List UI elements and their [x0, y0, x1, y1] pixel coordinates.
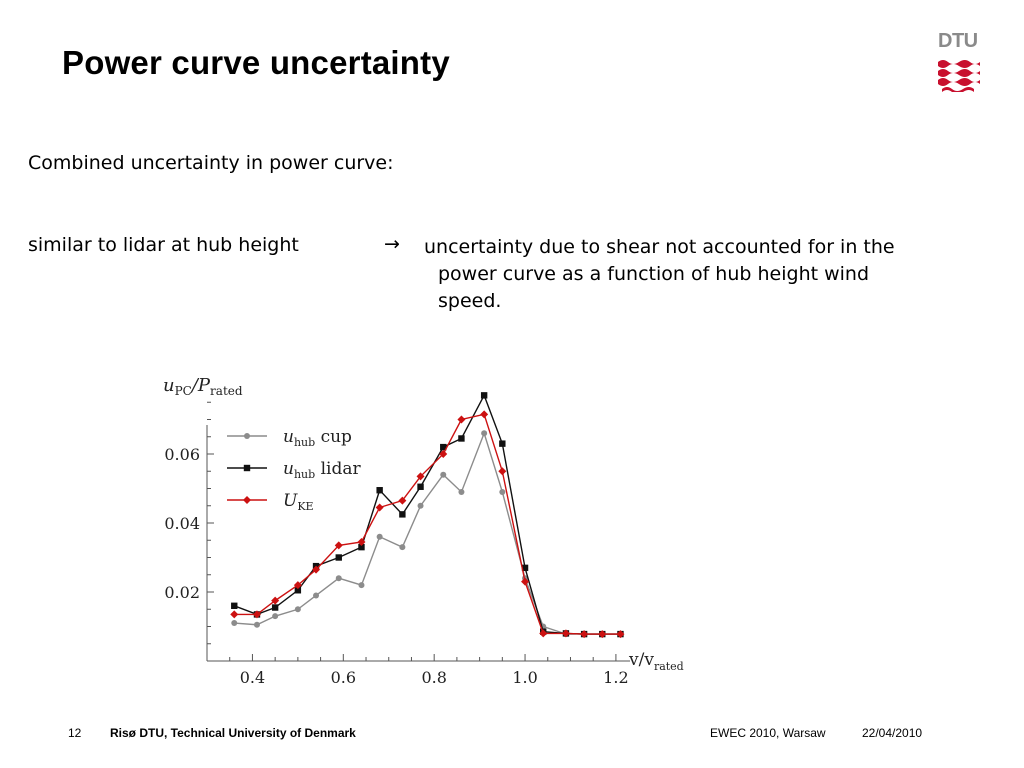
data-point [335, 554, 342, 561]
data-point [440, 471, 447, 478]
data-point [417, 483, 424, 490]
x-tick-label: 1.0 [512, 668, 537, 687]
data-point [399, 544, 406, 551]
data-point [231, 602, 238, 609]
data-point [272, 613, 279, 620]
data-point [616, 630, 625, 639]
x-tick-label: 1.2 [603, 668, 628, 687]
data-point [481, 430, 488, 437]
data-point [498, 467, 507, 476]
data-point [480, 410, 489, 419]
data-point [376, 533, 383, 540]
data-point [252, 610, 261, 619]
data-point [271, 596, 280, 605]
footer-event: EWEC 2010, Warsaw [710, 726, 826, 740]
dtu-logo-waves-icon [938, 60, 980, 92]
shear-uncertainty-text: uncertainty due to shear not accounted f… [424, 234, 1004, 315]
data-point [358, 582, 365, 589]
data-point [335, 575, 342, 582]
footer-page-number: 12 [68, 726, 82, 740]
data-point [521, 564, 529, 572]
x-tick-label: 0.8 [421, 668, 446, 687]
data-point [417, 502, 424, 509]
data-point [416, 472, 425, 481]
data-point [294, 587, 302, 594]
data-point [271, 604, 279, 611]
series-line [234, 413, 621, 635]
footer-organization: Risø DTU, Technical University of Denmar… [110, 726, 356, 740]
data-point [293, 581, 302, 590]
data-point [294, 606, 301, 613]
data-point [458, 488, 465, 495]
series-2 [230, 410, 625, 639]
shear-uncertainty-line-2: power curve as a function of hub height … [438, 263, 870, 285]
dtu-logo: DTU [934, 30, 984, 94]
x-axis-label: v/vrated [628, 650, 684, 673]
data-point [399, 511, 406, 518]
footer-date: 22/04/2010 [862, 726, 923, 740]
uncertainty-chart: 0.4 0.6 0.8 1.0 1.2 0.02 0.04 0.06 uhub cup uhub… [163, 375, 684, 687]
lidar-hub-height-text: similar to lidar at hub height [28, 234, 299, 256]
data-point [313, 592, 320, 599]
data-point [561, 629, 570, 638]
data-point [440, 443, 447, 451]
data-point [521, 577, 530, 586]
data-point [539, 629, 548, 638]
data-point [312, 565, 321, 574]
dtu-logo-text: DTU [938, 30, 978, 52]
y-tick-label: 0.02 [164, 583, 200, 602]
data-point [376, 487, 383, 494]
x-tick-label: 0.6 [331, 668, 356, 687]
data-point [398, 496, 407, 505]
data-point [457, 415, 466, 424]
data-point [358, 543, 365, 551]
y-tick-label: 0.06 [164, 445, 200, 464]
data-point [499, 488, 506, 495]
legend-label: UKE [283, 491, 314, 513]
x-tick-label: 0.4 [240, 668, 265, 687]
data-point [598, 630, 607, 639]
data-point [334, 541, 343, 550]
legend-marker [244, 433, 250, 439]
data-point [480, 392, 488, 399]
combined-uncertainty-text: Combined uncertainty in power curve: [28, 152, 394, 174]
data-point [230, 610, 239, 619]
legend-marker [243, 464, 251, 472]
data-point [357, 537, 366, 546]
shear-uncertainty-line-1: uncertainty due to shear not accounted f… [424, 236, 895, 258]
data-point [499, 440, 506, 447]
data-point [231, 620, 238, 627]
data-point [580, 630, 589, 639]
legend-label: uhub lidar [283, 459, 361, 481]
slide-title: Power curve uncertainty [62, 44, 450, 81]
data-point [253, 621, 260, 628]
legend-marker [243, 496, 251, 504]
data-point [439, 450, 448, 458]
y-tick-label: 0.04 [164, 514, 200, 533]
arrow-right-icon: → [384, 233, 400, 255]
legend-label: uhub cup [283, 427, 352, 449]
y-axis-label: uPC/Prated [163, 375, 243, 398]
data-point [375, 503, 384, 512]
shear-uncertainty-line-3: speed. [438, 290, 502, 312]
data-point [458, 435, 465, 442]
